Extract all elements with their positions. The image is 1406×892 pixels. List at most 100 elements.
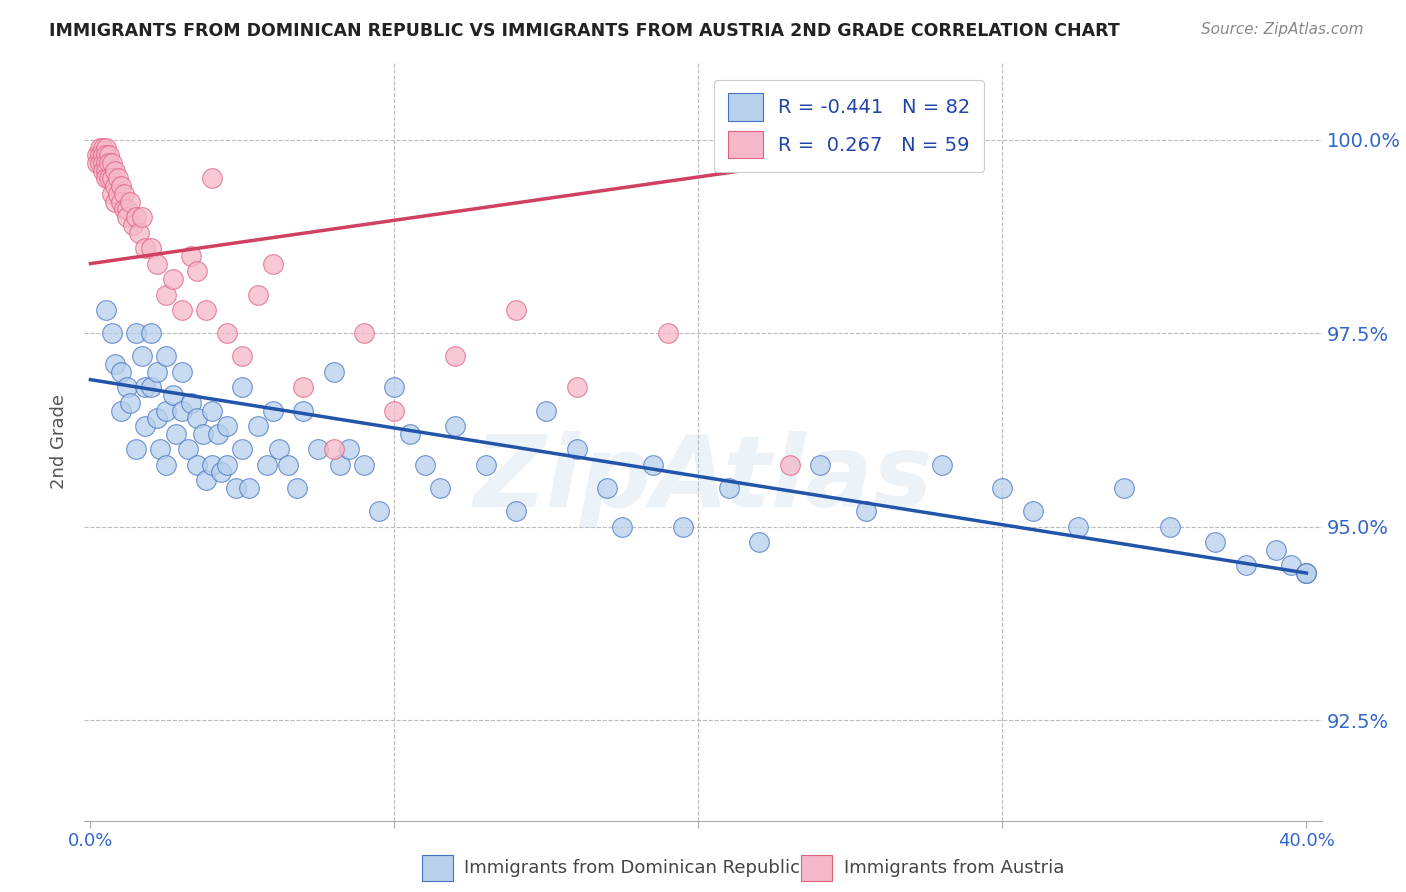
Point [115,202,138,217]
Point [122,218,145,232]
Point [155,458,177,472]
Text: IMMIGRANTS FROM DOMINICAN REPUBLIC VS IMMIGRANTS FROM AUSTRIA 2ND GRADE CORRELAT: IMMIGRANTS FROM DOMINICAN REPUBLIC VS IM… [49,22,1121,40]
Point [180,396,202,410]
Point [808,458,831,472]
Point [115,380,138,394]
Point [267,442,290,457]
Point [91,140,114,154]
Point [149,442,172,457]
Point [231,380,253,394]
Point [155,287,177,301]
Point [1159,519,1181,533]
Point [194,473,217,487]
Point [991,481,1014,495]
Point [1265,542,1288,557]
Point [672,519,695,533]
Point [353,326,375,341]
Point [146,365,169,379]
Point [94,171,117,186]
Point [1022,504,1045,518]
Point [131,210,153,224]
Point [413,458,436,472]
Point [97,171,120,186]
Point [107,171,129,186]
Point [329,458,352,472]
Point [231,350,253,364]
Point [110,403,132,417]
Point [165,426,187,441]
Text: ZipAtlas: ZipAtlas [474,431,932,528]
Point [209,466,232,480]
Point [100,156,122,170]
Text: Source: ZipAtlas.com: Source: ZipAtlas.com [1201,22,1364,37]
Point [277,458,299,472]
Point [104,179,127,194]
Point [186,411,208,425]
Point [596,481,619,495]
Point [180,249,202,263]
Point [217,326,239,341]
Point [86,156,108,170]
Point [97,148,120,162]
Point [146,257,169,271]
Point [368,504,391,518]
Point [177,442,200,457]
Point [565,442,588,457]
Point [162,272,184,286]
Point [94,148,117,162]
Point [285,481,308,495]
Point [207,426,229,441]
Point [170,303,193,318]
Point [97,156,120,170]
Point [91,163,114,178]
Point [505,504,527,518]
Point [112,202,135,217]
Point [444,419,467,434]
Point [104,357,127,371]
Point [89,156,111,170]
Point [134,241,156,255]
Point [444,350,467,364]
Point [201,458,224,472]
Point [217,419,239,434]
Point [384,403,406,417]
Point [118,396,141,410]
Text: Immigrants from Dominican Republic: Immigrants from Dominican Republic [464,859,800,877]
Point [246,287,269,301]
Point [162,388,184,402]
Point [717,481,740,495]
Point [217,458,239,472]
Point [91,156,114,170]
Point [134,419,156,434]
Point [186,264,208,278]
Point [155,350,177,364]
Point [231,442,253,457]
Point [238,481,260,495]
Point [89,148,111,162]
Point [201,171,224,186]
Point [141,241,163,255]
Point [612,519,634,533]
Point [1067,519,1090,533]
Point [100,186,122,201]
Point [112,186,135,201]
Point [94,140,117,154]
Point [146,411,169,425]
Point [131,350,153,364]
Point [201,403,224,417]
Point [398,426,420,441]
Point [170,403,193,417]
Point [505,303,527,318]
Point [256,458,278,472]
Point [141,380,163,394]
Point [128,226,150,240]
Point [931,458,953,472]
Y-axis label: 2nd Grade: 2nd Grade [51,394,69,489]
Point [307,442,329,457]
Point [89,140,111,154]
Point [779,458,801,472]
Point [110,194,132,209]
Point [118,194,141,209]
Point [262,257,284,271]
Point [536,403,558,417]
